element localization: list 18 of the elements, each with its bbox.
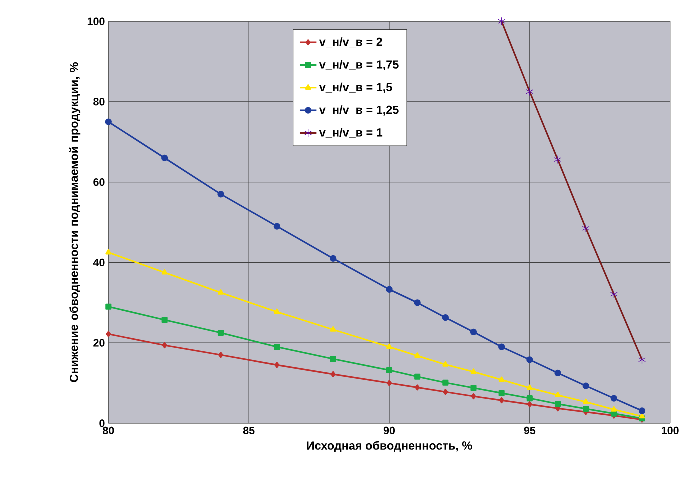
y-tick-label: 40 — [93, 258, 105, 266]
y-tick-label: 60 — [94, 178, 105, 186]
x-tick-label: 90 — [384, 426, 396, 434]
y-tick-label: 0 — [100, 420, 105, 428]
x-tick-label: 100 — [662, 426, 679, 434]
y-tick-label: 20 — [94, 339, 105, 347]
x-tick-label: 95 — [524, 426, 536, 434]
y-tick-label: 100 — [88, 18, 105, 26]
legend-label: v_н/v_в = 1,5 — [319, 82, 392, 94]
x-tick-label: 85 — [243, 426, 255, 434]
y-axis-title: Снижение обводненности поднимаемой продукции, % — [69, 62, 81, 382]
x-tick-label: 80 — [103, 426, 114, 434]
legend-label: v_н/v_в = 1 — [319, 128, 383, 138]
legend-label: v_н/v_в = 1,25 — [319, 105, 399, 116]
legend-label: v_н/v_в = 1,75 — [319, 60, 399, 70]
y-tick-label: 80 — [94, 98, 105, 106]
legend-label: v_н/v_в = 2 — [319, 38, 382, 48]
x-axis-title: Исходная обводненность, % — [307, 441, 472, 452]
